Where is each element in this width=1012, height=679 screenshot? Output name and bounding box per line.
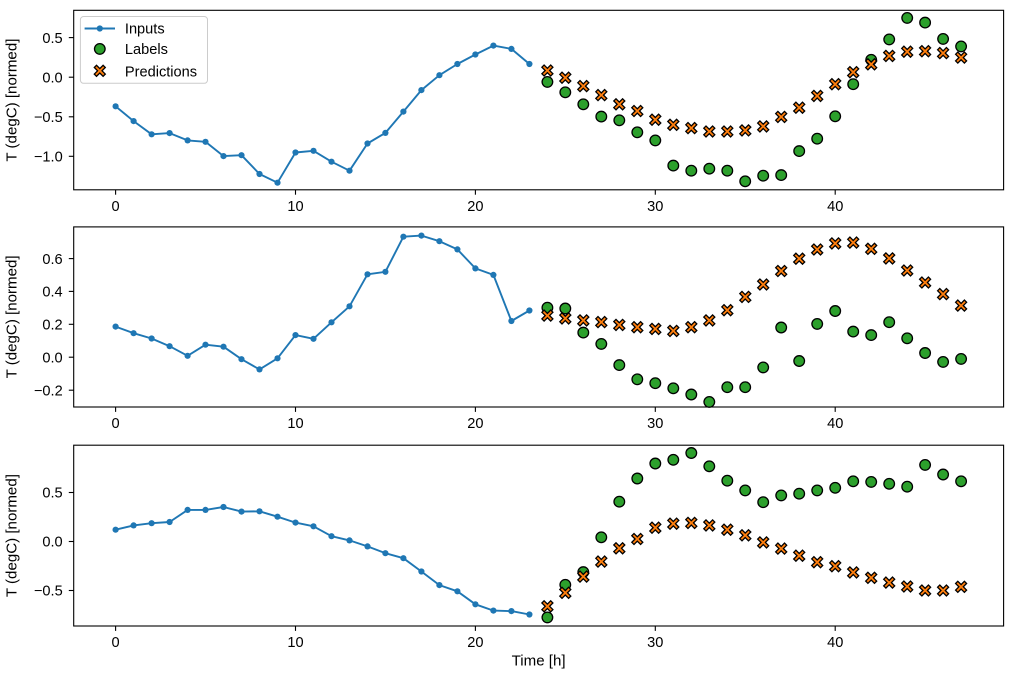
svg-text:Labels: Labels (125, 42, 168, 58)
svg-text:0: 0 (112, 199, 120, 215)
svg-text:Predictions: Predictions (125, 64, 197, 80)
svg-text:0: 0 (112, 416, 120, 432)
svg-text:−0.2: −0.2 (34, 383, 63, 399)
svg-text:20: 20 (467, 416, 483, 432)
svg-text:30: 30 (647, 199, 663, 215)
svg-text:0: 0 (112, 635, 120, 651)
svg-text:40: 40 (827, 416, 843, 432)
svg-text:10: 10 (287, 199, 303, 215)
svg-text:0.6: 0.6 (42, 252, 62, 268)
svg-text:−0.5: −0.5 (34, 584, 63, 600)
svg-text:0.0: 0.0 (42, 70, 62, 86)
svg-text:10: 10 (287, 416, 303, 432)
svg-text:T (degC) [normed]: T (degC) [normed] (3, 255, 20, 378)
svg-text:Inputs: Inputs (125, 21, 165, 37)
svg-text:0.5: 0.5 (42, 486, 62, 502)
svg-text:0.0: 0.0 (42, 350, 62, 366)
svg-text:−0.5: −0.5 (34, 110, 63, 126)
svg-text:0.4: 0.4 (42, 285, 62, 301)
svg-text:0.5: 0.5 (42, 31, 62, 47)
svg-text:30: 30 (647, 416, 663, 432)
svg-text:T (degC) [normed]: T (degC) [normed] (3, 474, 20, 597)
svg-text:10: 10 (287, 635, 303, 651)
svg-text:0.2: 0.2 (42, 318, 62, 334)
svg-text:20: 20 (467, 635, 483, 651)
svg-text:40: 40 (827, 635, 843, 651)
svg-text:40: 40 (827, 199, 843, 215)
svg-text:−1.0: −1.0 (34, 150, 63, 166)
svg-text:0.0: 0.0 (42, 535, 62, 551)
svg-text:Time [h]: Time [h] (512, 653, 566, 670)
svg-text:20: 20 (467, 199, 483, 215)
svg-text:30: 30 (647, 635, 663, 651)
svg-text:T (degC) [normed]: T (degC) [normed] (3, 39, 20, 162)
